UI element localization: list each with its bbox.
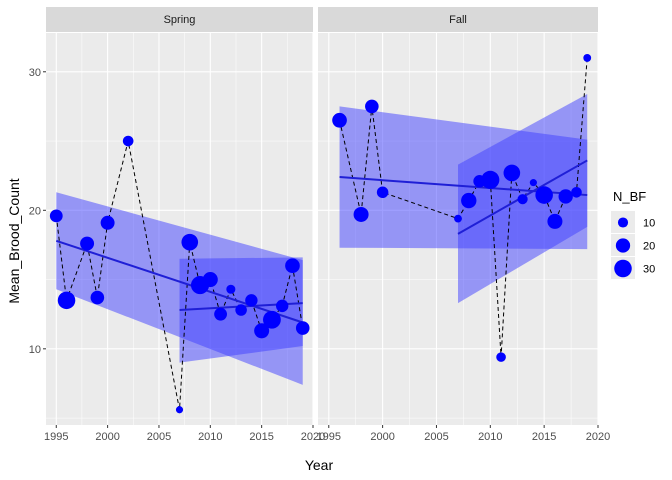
spring-panel: Spring 1995 2000 2005 2010 2015 2020	[44, 7, 325, 443]
legend-label: 20	[643, 241, 655, 253]
spring-point-2017	[275, 299, 289, 313]
spring-x-tick-label: 2020	[301, 431, 325, 443]
x-axis-title: Year	[305, 457, 334, 473]
spring-point-1999	[90, 290, 105, 305]
fall-strip	[318, 7, 598, 32]
fall-strip-label: Fall	[449, 14, 467, 26]
fall-x-tick-label: 1995	[317, 431, 341, 443]
spring-strip-label: Spring	[164, 14, 196, 26]
fall-point-2011	[496, 352, 506, 362]
fall-point-1996	[332, 112, 347, 128]
y-tick-label: 30	[29, 67, 41, 79]
y-tick-label: 10	[29, 344, 41, 356]
legend-key-point	[615, 238, 631, 253]
fall-point-2019	[583, 54, 592, 62]
spring-point-2018	[285, 258, 300, 274]
fall-x-tick-label: 2020	[586, 431, 610, 443]
legend: N_BF 10 20 30	[611, 189, 655, 279]
spring-point-1995	[49, 209, 63, 223]
spring-x-tick-label: 2005	[147, 431, 171, 443]
spring-point-1998	[80, 236, 95, 251]
fall-point-2014	[529, 179, 537, 187]
legend-label: 10	[643, 218, 655, 230]
fall-point-2010	[481, 170, 500, 189]
fall-point-1999	[365, 99, 379, 114]
spring-point-2019	[295, 321, 310, 335]
spring-point-2010	[202, 272, 218, 288]
spring-point-2014	[245, 294, 258, 307]
spring-point-2008	[181, 233, 199, 251]
fall-point-2017	[558, 189, 573, 204]
spring-point-2007	[175, 406, 184, 414]
spring-point-2011	[214, 307, 227, 321]
legend-key-point	[617, 217, 629, 228]
fall-point-2000	[376, 186, 389, 199]
fall-point-2018	[571, 186, 582, 198]
spring-trend-line-1	[55, 239, 304, 324]
spring-x-tick-label: 2010	[198, 431, 222, 443]
spring-x-tick-label: 2015	[249, 431, 273, 443]
legend-label: 30	[643, 264, 655, 276]
fall-point-2012	[503, 164, 521, 182]
fall-point-2016	[547, 213, 563, 229]
spring-strip	[46, 7, 313, 32]
fall-point-2008	[461, 192, 477, 209]
spring-x-tick-label: 1995	[44, 431, 68, 443]
spring-point-2012	[226, 284, 236, 294]
y-axis-title: Mean_Brood_Count	[6, 178, 22, 303]
spring-point-1996	[57, 291, 76, 310]
fall-point-2015	[535, 186, 553, 204]
y-tick-label: 20	[29, 205, 41, 217]
fall-panel: Fall 1995 2000 2005 2010 2015 2020	[317, 7, 610, 443]
fall-point-2013	[517, 194, 528, 205]
spring-point-2015	[254, 323, 270, 339]
fall-x-tick-label: 2010	[478, 431, 502, 443]
y-axis: 10 20 30	[29, 67, 46, 356]
spring-point-2013	[235, 304, 247, 316]
legend-key-point	[614, 259, 632, 278]
fall-x-tick-label: 2005	[424, 431, 448, 443]
spring-point-2002	[122, 135, 134, 147]
fall-x-tick-label: 2000	[370, 431, 394, 443]
fall-point-1998	[353, 206, 369, 222]
legend-title: N_BF	[613, 189, 646, 204]
spring-point-2000	[100, 215, 115, 230]
spring-point-2016	[263, 310, 281, 329]
fall-x-tick-label: 2015	[532, 431, 556, 443]
spring-x-tick-label: 2000	[95, 431, 119, 443]
fall-point-2007	[454, 214, 462, 223]
